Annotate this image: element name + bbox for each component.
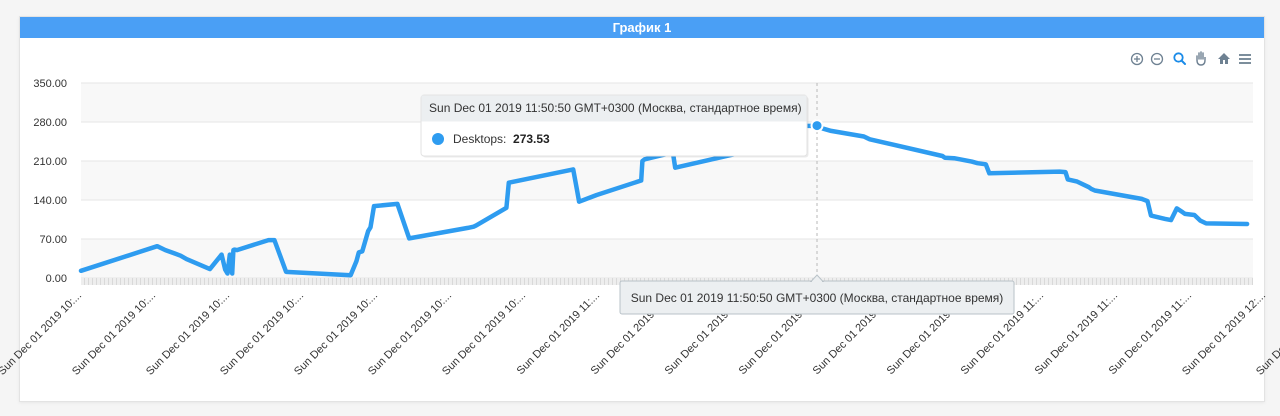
x-tick-label: Sun Dec 01 2019 10:... [218, 290, 306, 378]
zoom-in-icon[interactable] [1130, 52, 1144, 66]
y-tick-label: 350.00 [33, 78, 67, 90]
zoom-select-icon[interactable] [1173, 52, 1186, 65]
panel-title: График 1 [20, 17, 1264, 38]
x-tick-label: Sun Dec 01 2019 11:... [515, 290, 602, 377]
menu-icon[interactable] [1239, 54, 1251, 64]
x-tick-label: Sun Dec 01 2019 10:... [366, 290, 454, 378]
series-line-desktops[interactable] [78, 123, 1250, 278]
x-tick-label: Sun Dec 01 2019 11:... [1107, 290, 1194, 377]
hover-marker[interactable] [810, 119, 824, 133]
x-axis-tooltip-text: Sun Dec 01 2019 11:50:50 GMT+0300 (Москв… [631, 291, 1004, 305]
zoom-out-icon[interactable] [1150, 52, 1164, 66]
x-tick-label: Sun Dec 01 2019 12:... [1180, 290, 1268, 378]
tooltip-series-dot [432, 133, 445, 145]
tooltip-timestamp: Sun Dec 01 2019 11:50:50 GMT+0300 (Москв… [429, 101, 802, 115]
tooltip-series-label: Desktops: [453, 132, 506, 146]
tooltip-header-bg [421, 95, 807, 122]
x-tick-label: Sun Dec 01 2019 10:... [70, 290, 158, 378]
grid-band [81, 161, 1253, 200]
y-tick-label: 280.00 [33, 117, 67, 129]
x-tick-label: Sun Dec 01 2019 11:... [1033, 290, 1120, 377]
chart-panel: График 1 [19, 16, 1265, 402]
x-tick-label: Sun Dec 01 2019 10:... [144, 290, 232, 378]
y-tick-label: 140.00 [33, 195, 67, 207]
y-tick-label: 0.00 [46, 273, 67, 285]
x-tick-label: Sun Dec 01 2019 10:... [292, 290, 380, 378]
y-tick-label: 210.00 [33, 156, 67, 168]
y-tick-label: 70.00 [39, 234, 67, 246]
home-reset-icon[interactable] [1218, 53, 1230, 64]
x-tick-label: Sun Dec 01 2019 10:... [0, 290, 84, 378]
tooltip-value: 273.53 [513, 132, 550, 146]
pan-hand-icon[interactable] [1196, 51, 1206, 66]
x-axis-tooltip-arrow-cover [812, 281, 823, 283]
x-tick-label: Sun Dec 01 2019 10:... [440, 290, 528, 378]
